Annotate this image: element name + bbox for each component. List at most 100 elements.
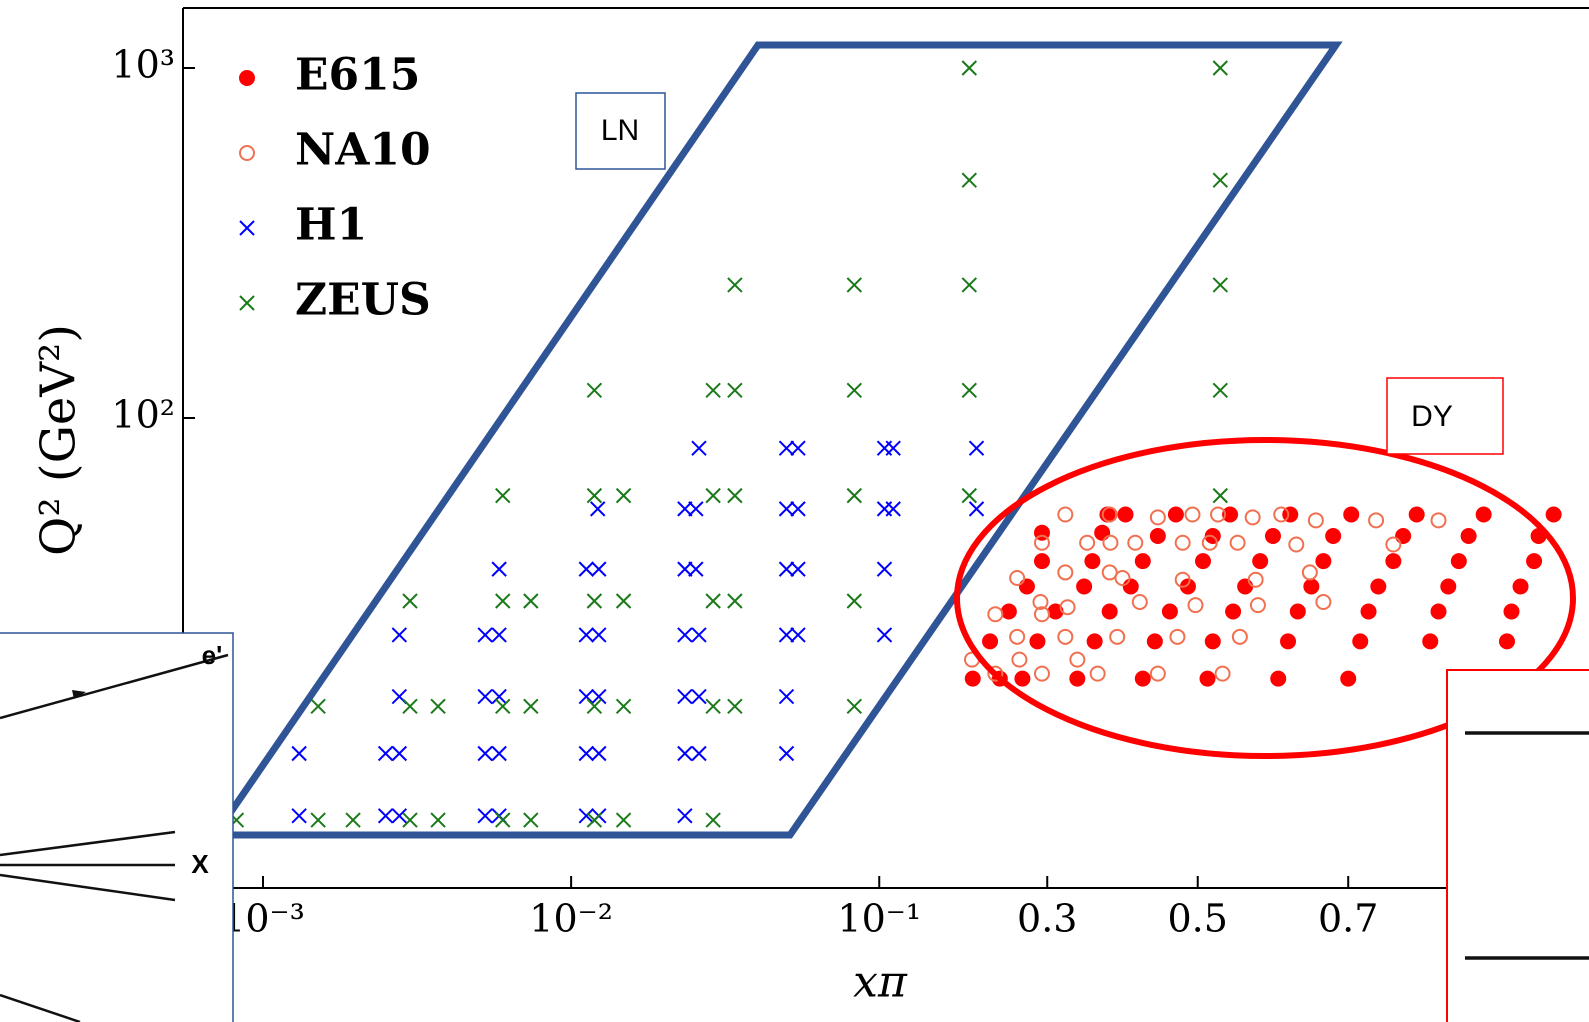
legend-marker (239, 220, 255, 236)
x-marker (310, 698, 326, 715)
dy-label: DY (1411, 400, 1453, 433)
x-marker (491, 688, 507, 705)
x-marker (778, 501, 795, 517)
x-marker (615, 812, 632, 828)
inset-label: X (191, 849, 209, 879)
legend-label: H1 (295, 200, 367, 251)
filled-circle-marker (1545, 506, 1562, 523)
x-marker (968, 440, 985, 456)
data (228, 60, 1562, 828)
y-tick-label: 10² (111, 392, 175, 436)
filled-circle-marker (1370, 578, 1387, 595)
x-marker (677, 808, 693, 824)
x-marker (495, 487, 511, 504)
filled-circle-marker (1408, 506, 1425, 523)
legend-label: NA10 (295, 125, 431, 176)
x-marker (391, 808, 408, 824)
x-marker (1212, 277, 1229, 293)
x-tick-label: 0.7 (1318, 897, 1378, 941)
x-marker (578, 627, 594, 643)
x-marker (705, 698, 721, 715)
open-circle-marker (1288, 536, 1305, 553)
filled-circle-marker (1029, 633, 1046, 650)
open-circle-marker (1385, 536, 1402, 553)
filled-circle-marker (1340, 670, 1357, 687)
x-marker (523, 593, 539, 609)
x-marker (876, 627, 893, 643)
x-marker (495, 593, 511, 609)
open-circle-marker (1184, 506, 1201, 523)
x-marker (790, 627, 806, 643)
filled-circle-marker (1264, 528, 1281, 545)
x-marker (1212, 487, 1229, 504)
legend: E615 NA10 H1 ZEUS (239, 50, 431, 326)
open-circle-marker (1102, 534, 1119, 551)
open-circle-marker (1174, 571, 1191, 588)
filled-circle-marker (1270, 670, 1287, 687)
dy-box (1386, 377, 1504, 455)
x-marker (430, 698, 446, 715)
x-marker (586, 593, 603, 609)
filled-circle-marker (1225, 603, 1242, 620)
open-circle-marker (1033, 606, 1050, 623)
open-circle-marker (1032, 594, 1049, 611)
filled-circle-marker (1167, 506, 1184, 523)
filled-circle-marker (982, 633, 999, 650)
diagram-arrow (72, 690, 86, 699)
x-marker (727, 382, 743, 398)
open-circle-marker (987, 665, 1004, 682)
x-marker (677, 745, 693, 762)
x-tick-label: 10⁻² (529, 897, 613, 941)
x-marker (391, 627, 408, 643)
x-marker (586, 382, 603, 398)
diagram-line (0, 830, 176, 857)
x-marker (727, 487, 743, 504)
open-circle-marker (1109, 628, 1126, 645)
filled-circle-marker (1303, 578, 1320, 595)
y-tick-label: 10³ (111, 42, 175, 86)
open-circle-marker (1101, 506, 1118, 523)
x-marker (885, 440, 901, 456)
open-circle-marker (987, 606, 1004, 623)
open-circle-marker (1079, 534, 1096, 551)
x-marker (1212, 60, 1229, 76)
open-circle-marker (1069, 651, 1086, 668)
x-marker (961, 382, 978, 398)
open-circle-marker (1249, 597, 1266, 614)
legend-marker (239, 145, 255, 161)
x-marker (1212, 382, 1229, 398)
x-marker (402, 812, 418, 828)
x-marker (677, 688, 693, 705)
x-marker (846, 698, 863, 715)
x-marker (615, 698, 632, 715)
filled-circle-marker (1460, 528, 1477, 545)
ln-region (208, 41, 1343, 839)
x-marker (705, 812, 721, 828)
x-marker (377, 745, 394, 762)
x-marker (961, 277, 978, 293)
x-marker (578, 561, 594, 577)
x-marker (691, 627, 707, 643)
x-marker (691, 688, 707, 705)
x-marker (1212, 172, 1229, 188)
open-circle-marker (1210, 506, 1227, 523)
x-marker (846, 277, 863, 293)
x-marker (691, 440, 707, 456)
filled-circle-marker (1440, 578, 1457, 595)
dy-region (954, 437, 1576, 759)
open-circle-marker (1127, 534, 1144, 551)
filled-circle-marker (1014, 670, 1031, 687)
open-circle-marker (1244, 509, 1261, 526)
x-marker (790, 561, 806, 577)
open-circle-marker (1057, 564, 1074, 581)
x-marker (591, 561, 607, 577)
x-marker (591, 688, 607, 705)
x-marker (846, 382, 863, 398)
legend-marker (239, 295, 255, 311)
open-circle-marker (1229, 534, 1246, 551)
filled-circle-marker (1149, 528, 1166, 545)
filled-circle-marker (1122, 578, 1139, 595)
x-marker (885, 501, 901, 517)
x-marker (790, 501, 806, 517)
filled-circle-marker (1146, 633, 1163, 650)
